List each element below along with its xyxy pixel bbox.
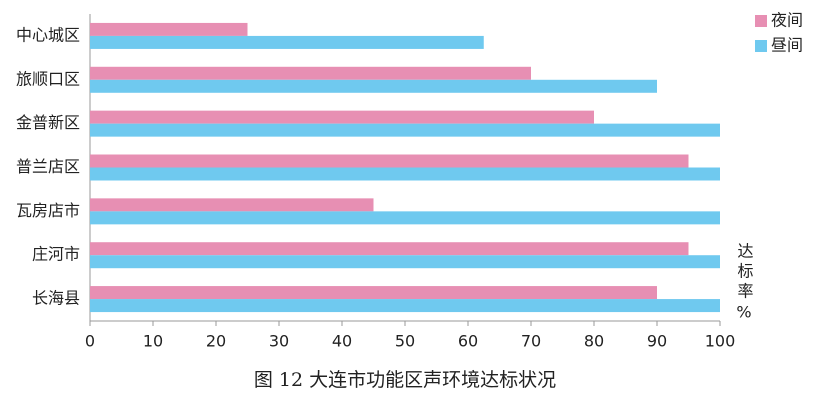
chart-title: 图 12 大连市功能区声环境达标状况 [254, 369, 556, 391]
bar [90, 22, 248, 36]
x-tick-label: 80 [584, 332, 604, 351]
bar [90, 110, 594, 124]
x-tick-label: 30 [269, 332, 289, 351]
bar [90, 66, 531, 80]
bar [90, 198, 374, 212]
bar [90, 211, 720, 225]
x-tick-label: 10 [143, 332, 163, 351]
x-tick-label: 50 [395, 332, 415, 351]
bar [90, 167, 720, 181]
y-tick-label: 庄河市 [32, 245, 80, 264]
y-tick-label: 金普新区 [16, 113, 80, 132]
legend-label: 昼间 [771, 36, 803, 55]
bar [90, 79, 657, 93]
bar [90, 123, 720, 137]
legend-swatch [755, 15, 767, 27]
x-tick-label: 60 [458, 332, 478, 351]
legend-swatch [755, 40, 767, 52]
x-tick-label: 20 [206, 332, 226, 351]
y-tick-label: 旅顺口区 [16, 69, 80, 88]
bar [90, 35, 484, 49]
x-tick-label: 0 [85, 332, 95, 351]
x-tick-label: 100 [705, 332, 736, 351]
x-tick-label: 90 [647, 332, 667, 351]
legend-label: 夜间 [771, 11, 803, 30]
x-tick-label: 40 [332, 332, 352, 351]
y-tick-label: 中心城区 [16, 25, 80, 44]
x-tick-label: 70 [521, 332, 541, 351]
bar [90, 154, 689, 168]
bar [90, 299, 720, 313]
y-tick-label: 长海县 [32, 289, 80, 308]
bar [90, 286, 657, 300]
bar [90, 242, 689, 256]
bar [90, 255, 720, 269]
y-tick-label: 瓦房店市 [16, 201, 80, 220]
y-tick-label: 普兰店区 [16, 157, 80, 176]
axis-label: 达标率% [735, 243, 754, 326]
